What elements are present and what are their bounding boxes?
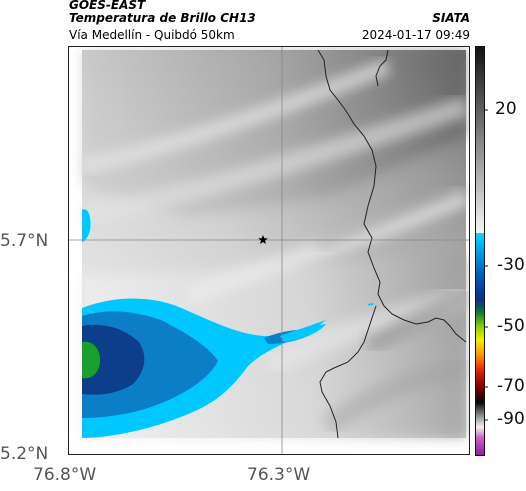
- temperature-colorbar: [475, 46, 488, 456]
- organization-label: SIATA: [432, 11, 470, 25]
- timestamp-label: 2024-01-17 09:49: [361, 28, 470, 42]
- boundary-line: [319, 305, 377, 439]
- boundary-line: [375, 49, 389, 87]
- lon-tick-label: 76.8°W: [33, 465, 97, 485]
- satellite-title: GOES-EAST: [69, 0, 146, 12]
- satellite-map: [68, 46, 470, 455]
- colorbar-tick-label: -30: [497, 255, 525, 275]
- colorbar-tick-label: 20: [495, 99, 517, 119]
- boundary-line: [317, 49, 467, 343]
- lon-tick-label: 76.3°W: [247, 465, 311, 485]
- colorbar-tick-label: -90: [497, 409, 525, 429]
- colorbar-tick-label: -70: [497, 376, 525, 396]
- brightness-temperature-field: [68, 46, 470, 455]
- lat-tick-label: 5.7°N: [0, 231, 49, 251]
- cold-cloud-band: [82, 209, 374, 438]
- lat-tick-label: 5.2°N: [0, 444, 49, 464]
- product-title: Temperatura de Brillo CH13: [69, 11, 256, 25]
- region-label: Vía Medellín - Quibdó 50km: [69, 28, 235, 42]
- star-icon: [258, 235, 268, 244]
- colorbar-tick-label: -50: [497, 316, 525, 336]
